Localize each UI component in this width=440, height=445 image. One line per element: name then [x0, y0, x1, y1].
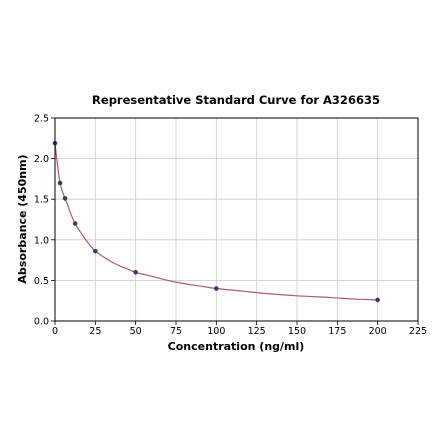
x-tick-label: 50	[130, 326, 142, 337]
chart-title: Representative Standard Curve for A32663…	[92, 93, 380, 107]
x-tick-label: 0	[52, 326, 58, 337]
y-tick-label: 1.0	[34, 235, 49, 246]
data-point	[72, 221, 78, 226]
x-tick-label: 225	[409, 326, 427, 337]
x-tick-label: 75	[170, 326, 182, 337]
y-tick-label: 0.0	[34, 317, 49, 328]
data-point	[214, 286, 219, 291]
data-point	[375, 297, 380, 303]
y-axis-ticks: 0.0 0.5 1.0 1.5 2.0 2.5	[34, 114, 55, 328]
y-tick-label: 2.5	[34, 114, 49, 125]
data-point	[133, 269, 138, 275]
x-tick-label: 25	[89, 326, 101, 337]
y-axis-label: Absorbance (450nm)	[16, 154, 29, 283]
x-tick-label: 175	[328, 326, 346, 337]
x-axis-ticks: 0 25 50 75 100 125 150 175 200 225	[52, 321, 427, 337]
y-tick-label: 2.0	[34, 154, 49, 165]
data-point	[93, 248, 98, 254]
x-axis-label: Concentration (ng/ml)	[168, 340, 305, 353]
x-tick-label: 150	[288, 326, 306, 337]
data-point	[62, 196, 68, 201]
data-points	[52, 140, 380, 303]
x-tick-label: 100	[207, 326, 225, 337]
x-tick-label: 200	[369, 326, 387, 337]
y-tick-label: 0.5	[34, 276, 49, 287]
y-tick-label: 1.5	[34, 195, 49, 206]
data-point	[57, 180, 63, 186]
x-tick-label: 125	[248, 326, 266, 337]
plot-frame	[54, 117, 419, 322]
